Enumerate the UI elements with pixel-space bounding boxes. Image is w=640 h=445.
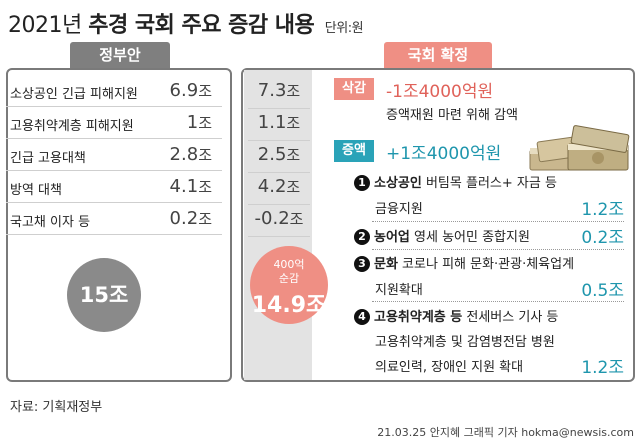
gov-row: 소상공인 긴급 피해지원 6.9조 bbox=[6, 78, 222, 107]
number-badge-icon: 3 bbox=[354, 256, 370, 272]
item-amount: 1.2조 bbox=[581, 200, 624, 220]
divider bbox=[372, 301, 624, 302]
gov-row-unit: 조 bbox=[198, 114, 212, 132]
confirmed-num: 4.2 bbox=[257, 176, 287, 197]
net-total-circle: 400억 순감 14.9조 bbox=[250, 246, 328, 324]
item-desc: 전세버스 기사 등 bbox=[462, 310, 559, 325]
item-head: 소상공인 bbox=[374, 176, 422, 191]
assembly-confirmed-header: 국회 확정 bbox=[384, 42, 492, 68]
cut-description: 증액재원 마련 위해 감액 bbox=[386, 108, 518, 123]
gov-row-label: 국고채 이자 등 bbox=[10, 215, 91, 230]
confirmed-num: -0.2 bbox=[254, 208, 290, 229]
increase-item-4: 4 고용취약계층 등 전세버스 기사 등 bbox=[354, 306, 558, 325]
gov-row: 방역 대책 4.1조 bbox=[6, 174, 222, 203]
cut-amount: -1조4000억원 bbox=[386, 82, 494, 102]
money-stack-illustration bbox=[529, 125, 630, 171]
net-total-value: 14.9조 bbox=[251, 293, 327, 318]
confirmed-unit: 조 bbox=[289, 210, 304, 228]
title-year: 2021년 bbox=[8, 13, 82, 38]
gov-row-value: 0.2조 bbox=[170, 208, 212, 229]
confirmed-unit: 조 bbox=[286, 146, 301, 164]
confirmed-num: 2.5 bbox=[257, 144, 287, 165]
government-plan-header: 정부안 bbox=[70, 42, 170, 68]
confirmed-value: 2.5조 bbox=[248, 144, 310, 173]
net-decrease-amount: 400억 bbox=[273, 258, 305, 271]
gov-row-unit: 조 bbox=[198, 146, 212, 164]
item-head: 문화 bbox=[374, 257, 398, 272]
gov-row-unit: 조 bbox=[198, 178, 212, 196]
item-sub: 고용취약계층 및 감염병전담 병원 bbox=[375, 335, 555, 350]
gov-row-num: 2.8 bbox=[169, 144, 199, 165]
number-badge-icon: 1 bbox=[354, 175, 370, 191]
item-sub: 지원확대 bbox=[375, 283, 423, 298]
item-sub: 의료인력, 장애인 지원 확대 bbox=[375, 360, 524, 375]
net-decrease-label: 순감 bbox=[278, 272, 300, 285]
confirmed-value: 7.3조 bbox=[248, 80, 310, 109]
divider bbox=[372, 249, 624, 250]
gov-row-value: 4.1조 bbox=[170, 176, 212, 197]
increase-item-1: 1 소상공인 버팀목 플러스+ 자금 등 bbox=[354, 172, 557, 191]
item-desc: 버팀목 플러스+ 자금 등 bbox=[421, 176, 557, 191]
item-desc: 코로나 피해 문화·관광·체육업계 bbox=[397, 257, 575, 272]
gov-row-num: 4.1 bbox=[169, 176, 199, 197]
gov-row-num: 0.2 bbox=[169, 208, 199, 229]
page-title: 2021년 추경 국회 주요 증감 내용 단위:원 bbox=[8, 7, 364, 39]
gov-row-label: 고용취약계층 피해지원 bbox=[10, 119, 134, 134]
gov-row-value: 2.8조 bbox=[170, 144, 212, 165]
number-badge-icon: 4 bbox=[354, 309, 370, 325]
gov-row-label: 긴급 고용대책 bbox=[10, 151, 86, 166]
gov-row-unit: 조 bbox=[198, 210, 212, 228]
item-desc: 영세 농어민 종합지원 bbox=[409, 230, 530, 245]
credit-line: 21.03.25 안지혜 그래픽 기자 hokma@newsis.com bbox=[377, 426, 634, 439]
source-note: 자료: 기획재정부 bbox=[10, 400, 103, 415]
number-badge-icon: 2 bbox=[354, 229, 370, 245]
item-head: 고용취약계층 등 bbox=[374, 310, 463, 325]
confirmed-unit: 조 bbox=[286, 178, 301, 196]
gov-row-num: 6.9 bbox=[169, 80, 199, 101]
confirmed-values-column bbox=[244, 70, 312, 380]
gov-row-value: 6.9조 bbox=[170, 80, 212, 101]
item-head: 농어업 bbox=[374, 230, 410, 245]
increase-amount: +1조4000억원 bbox=[386, 144, 502, 164]
gov-row-value: 1조 bbox=[187, 112, 212, 133]
cut-badge: 삭감 bbox=[334, 78, 374, 100]
gov-row-label: 소상공인 긴급 피해지원 bbox=[10, 87, 138, 102]
confirmed-value: -0.2조 bbox=[248, 208, 310, 237]
confirmed-num: 1.1 bbox=[257, 112, 287, 133]
increase-item-2: 2 농어업 영세 농어민 종합지원 bbox=[354, 226, 530, 245]
confirmed-value: 4.2조 bbox=[248, 176, 310, 205]
item-sub: 금융지원 bbox=[375, 202, 423, 217]
confirmed-unit: 조 bbox=[286, 114, 301, 132]
government-plan-panel bbox=[6, 68, 232, 382]
increase-badge: 증액 bbox=[334, 140, 374, 162]
item-amount: 0.5조 bbox=[581, 281, 624, 301]
gov-row: 긴급 고용대책 2.8조 bbox=[6, 142, 222, 171]
item-amount: 0.2조 bbox=[581, 228, 624, 248]
gov-row: 국고채 이자 등 0.2조 bbox=[6, 206, 222, 235]
title-main: 추경 국회 주요 증감 내용 bbox=[88, 13, 315, 38]
increase-item-3: 3 문화 코로나 피해 문화·관광·체육업계 bbox=[354, 253, 574, 272]
divider bbox=[372, 221, 624, 222]
gov-row-num: 1 bbox=[186, 112, 199, 133]
confirmed-value: 1.1조 bbox=[248, 112, 310, 141]
government-total-circle: 15조 bbox=[67, 258, 141, 332]
unit-label: 단위:원 bbox=[324, 21, 364, 36]
item-amount: 1.2조 bbox=[581, 358, 624, 378]
gov-row-label: 방역 대책 bbox=[10, 183, 62, 198]
confirmed-unit: 조 bbox=[286, 82, 301, 100]
gov-row: 고용취약계층 피해지원 1조 bbox=[6, 110, 222, 139]
gov-row-unit: 조 bbox=[198, 82, 212, 100]
confirmed-num: 7.3 bbox=[257, 80, 287, 101]
